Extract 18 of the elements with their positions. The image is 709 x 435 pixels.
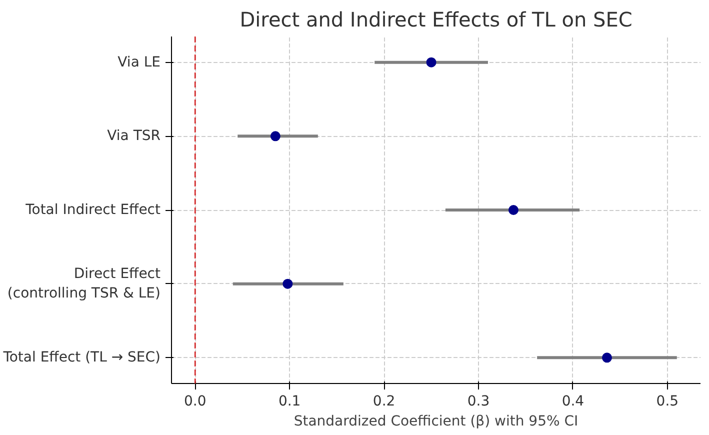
point	[602, 352, 612, 363]
x-tick-label: 0.4	[562, 394, 584, 410]
x-tick-label: 0.2	[372, 394, 396, 410]
y-tick-label: Total Effect (TL → SEC)	[2, 350, 161, 366]
y-tick-label: Via TSR	[107, 128, 161, 144]
x-tick-label: 0.0	[184, 394, 206, 410]
x-tick-label: 0.5	[656, 394, 679, 410]
point	[426, 57, 436, 68]
point	[282, 278, 293, 289]
chart-title: Direct and Indirect Effects of TL on SEC	[240, 8, 632, 32]
point	[270, 131, 280, 142]
y-tick-label: Direct Effect (controlling TSR & LE)	[7, 266, 162, 302]
y-tick-label: Total Indirect Effect	[24, 202, 162, 218]
y-tick-label: Via LE	[118, 54, 161, 70]
point	[508, 205, 518, 215]
x-axis-title: Standardized Coefficient (β) with 95% CI	[294, 414, 578, 430]
x-tick-label: 0.3	[467, 394, 490, 410]
x-tick-label: 0.1	[278, 394, 301, 410]
